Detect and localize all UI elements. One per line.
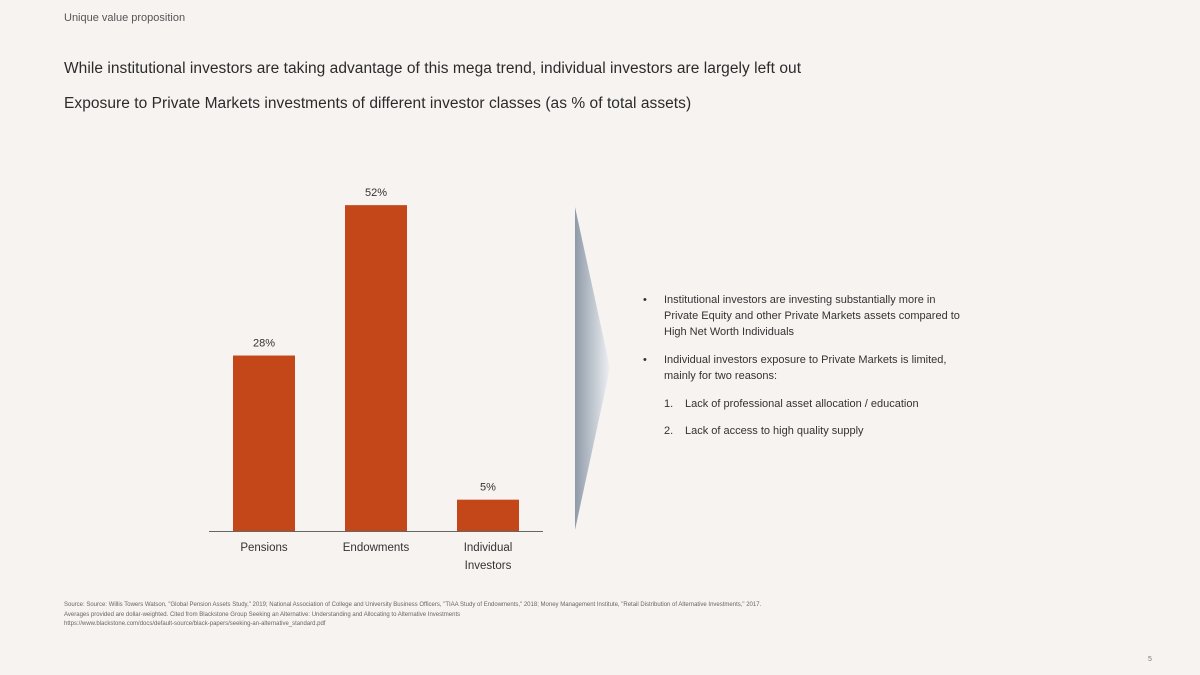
reason-item: 2. Lack of access to high quality supply — [664, 423, 1040, 439]
page-number: 5 — [1148, 656, 1152, 663]
footnote-line: https://www.blackstone.com/docs/default-… — [64, 621, 326, 627]
bar-individual-investors — [457, 499, 519, 531]
footnote-line: Source: Source: Willis Towers Watson, "G… — [64, 602, 762, 608]
reasons-list: 1. Lack of professional asset allocation… — [664, 396, 1040, 439]
bullet-marker: • — [643, 294, 647, 306]
reason-text: Lack of access to high quality supply — [685, 425, 864, 437]
category-label: Pensions — [240, 542, 288, 554]
data-label: 52% — [365, 187, 387, 199]
footnote-line: Averages provided are dollar-weighted. C… — [64, 611, 461, 618]
key-points: • Institutional investors are investing … — [640, 292, 1040, 451]
bullet-line: Institutional investors are investing su… — [664, 294, 936, 306]
category-label: Endowments — [343, 542, 410, 554]
source-footnote: Source: Source: Willis Towers Watson, "G… — [64, 601, 1154, 630]
category-label: Individual — [464, 542, 513, 554]
bullet-point: • Individual investors exposure to Priva… — [640, 352, 1040, 439]
bullet-marker: • — [643, 354, 647, 366]
chevron-shape — [575, 207, 610, 530]
reason-text: Lack of professional asset allocation / … — [685, 398, 919, 410]
bullet-line: Individual investors exposure to Private… — [664, 354, 947, 366]
bar-endowments — [345, 205, 407, 531]
bar-pensions — [233, 355, 295, 531]
bullet-line: High Net Worth Individuals — [664, 326, 795, 338]
reason-number: 1. — [664, 398, 674, 410]
chart-subtitle: Exposure to Private Markets investments … — [64, 95, 692, 112]
reason-item: 1. Lack of professional asset allocation… — [664, 396, 1040, 412]
section-label: Unique value proposition — [64, 12, 186, 24]
data-label: 28% — [253, 338, 275, 350]
category-label: Investors — [465, 560, 512, 572]
page-title: While institutional investors are taking… — [64, 60, 802, 77]
bullet-line: mainly for two reasons: — [664, 370, 778, 382]
data-label: 5% — [480, 482, 496, 494]
bullet-point: • Institutional investors are investing … — [640, 292, 1040, 340]
reason-number: 2. — [664, 425, 674, 437]
bullet-line: Private Equity and other Private Markets… — [664, 310, 960, 322]
